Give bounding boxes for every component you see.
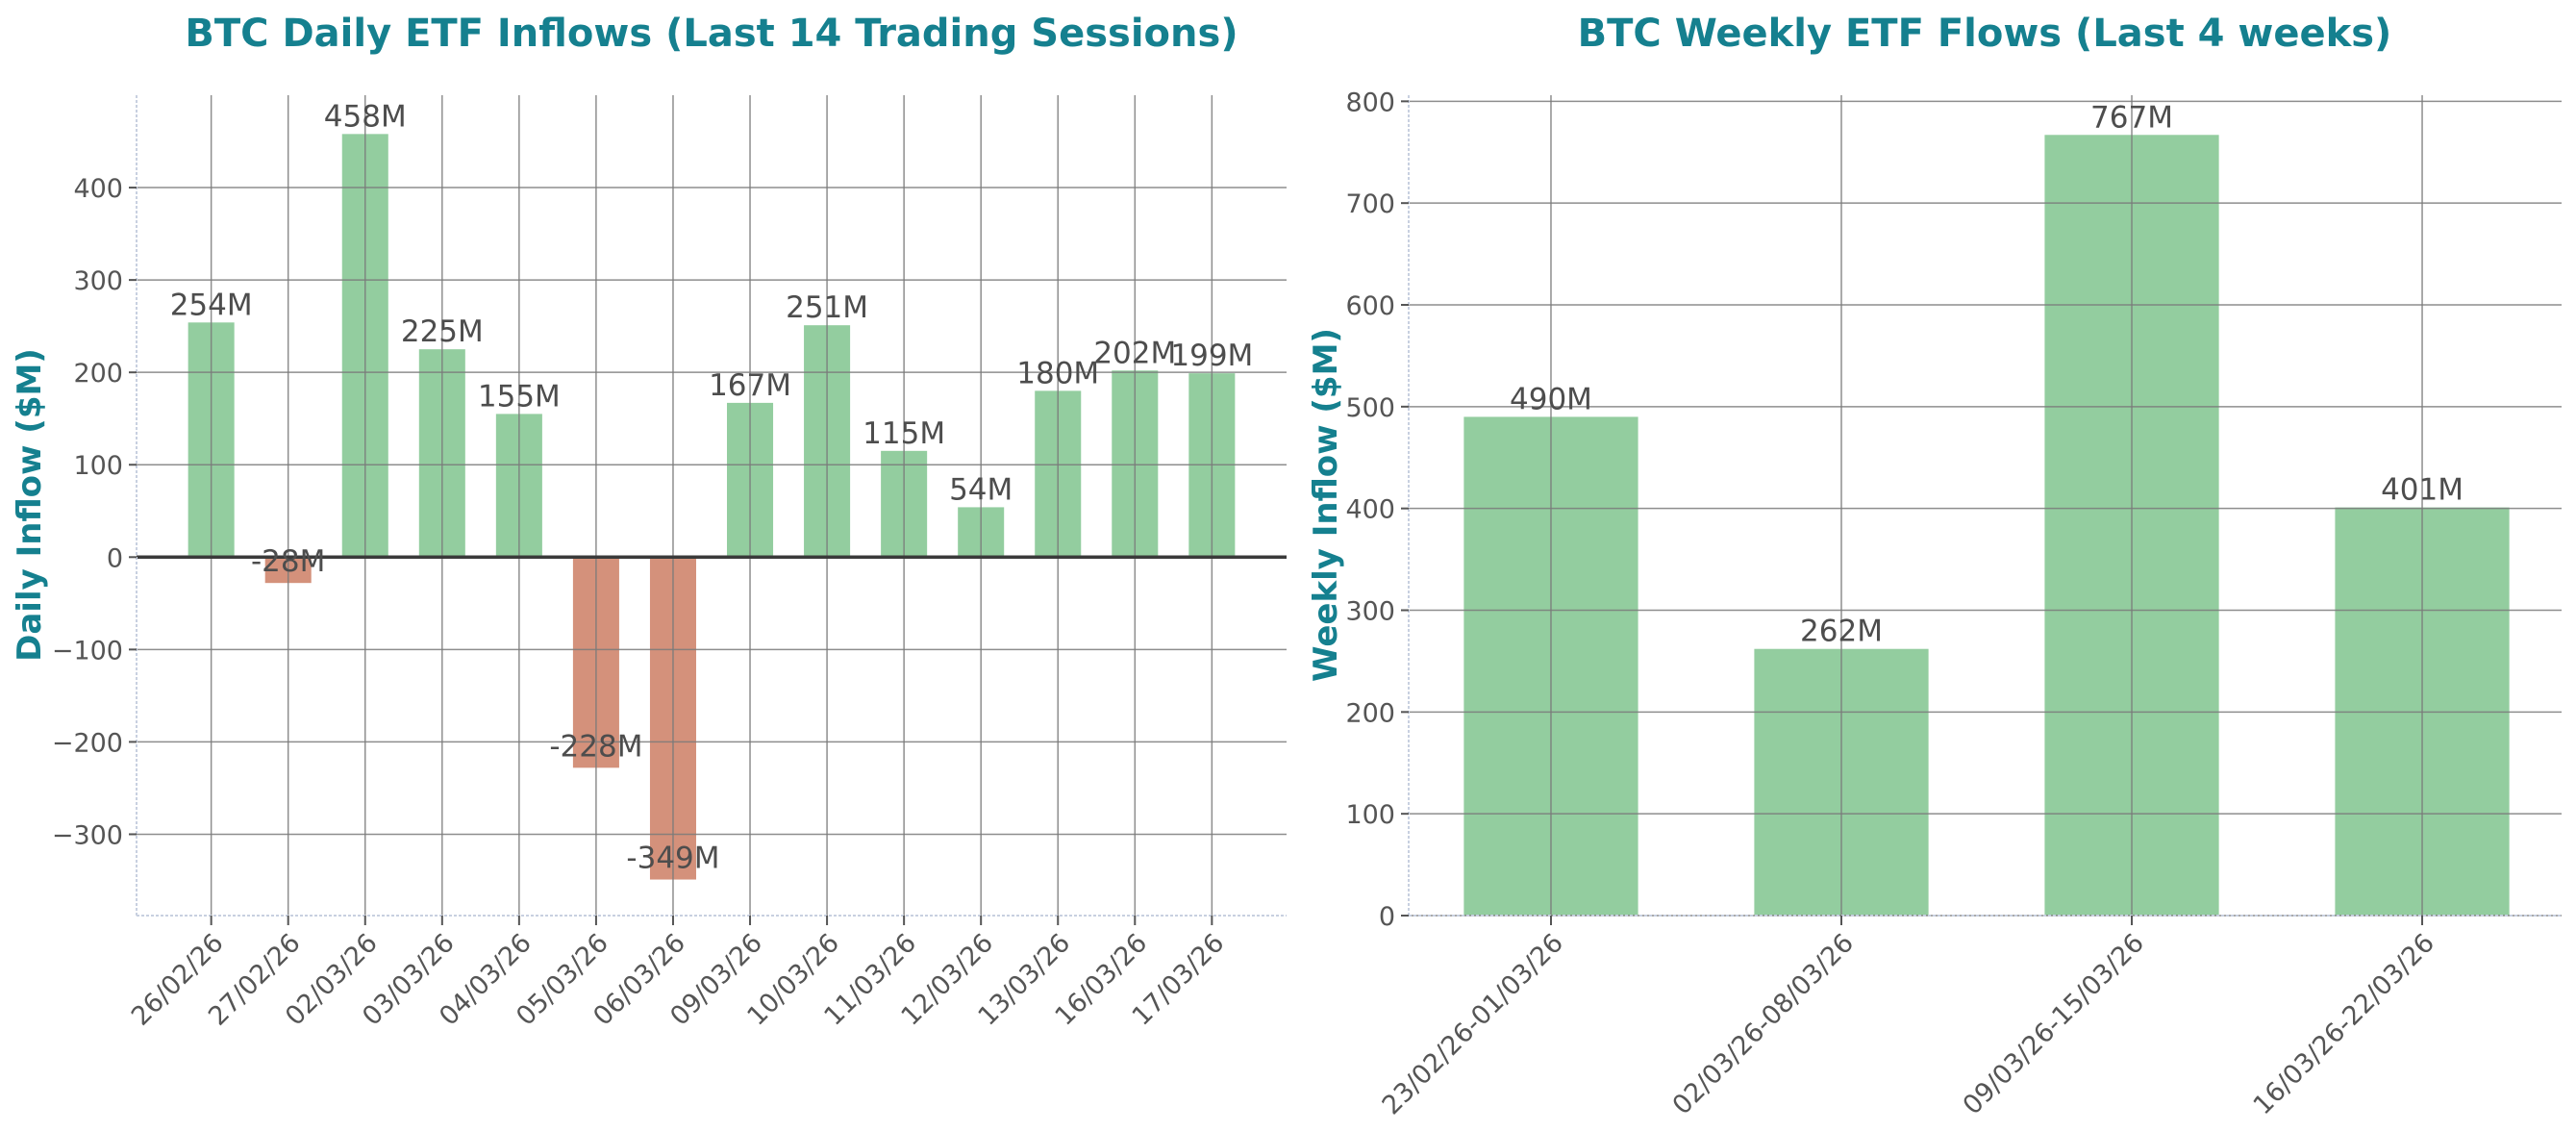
x-tick-label: 16/03/26-22/03/26: [2248, 928, 2440, 1120]
y-axis-label: Weekly Inflow ($M): [1307, 328, 1345, 682]
data-label: -349M: [626, 842, 719, 876]
data-label: 490M: [1510, 382, 1592, 416]
data-label: -228M: [549, 729, 642, 764]
y-tick-label: 400: [1345, 495, 1395, 525]
bars: [188, 134, 1236, 880]
data-label: 254M: [170, 288, 253, 322]
data-label: 202M: [1093, 336, 1176, 370]
data-label: 180M: [1016, 356, 1099, 390]
y-tick-label: 100: [1345, 800, 1395, 830]
data-label: 115M: [863, 416, 945, 451]
y-tick-label: 300: [73, 266, 123, 296]
weekly-flows-chart: BTC Weekly ETF Flows (Last 4 weeks) Week…: [1307, 12, 2562, 1120]
data-label: 401M: [2381, 473, 2463, 508]
data-label: 251M: [786, 290, 868, 325]
chart-title: BTC Daily ETF Inflows (Last 14 Trading S…: [185, 12, 1238, 56]
y-tick-label: 500: [1345, 393, 1395, 423]
x-tick-label: 23/02/26-01/03/26: [1377, 928, 1569, 1120]
x-tick-label: 02/03/26-08/03/26: [1667, 928, 1860, 1120]
y-tick-label: 200: [1345, 698, 1395, 728]
x-tick-label: 09/03/26-15/03/26: [1958, 928, 2150, 1120]
y-tick-label: 700: [1345, 189, 1395, 219]
y-tick-label: 600: [1345, 291, 1395, 321]
y-tick-label: 0: [1379, 902, 1395, 932]
y-tick-label: 200: [73, 359, 123, 389]
y-tick-label: −200: [52, 728, 123, 758]
bars: [1463, 135, 2510, 917]
y-tick-label: 300: [1345, 597, 1395, 627]
y-tick-label: −100: [52, 636, 123, 666]
y-tick-label: −300: [52, 820, 123, 850]
data-label: -28M: [251, 544, 325, 579]
y-tick-label: 800: [1345, 88, 1395, 117]
y-tick-label: 100: [73, 451, 123, 481]
data-label: 199M: [1170, 339, 1253, 373]
y-tick-label: 400: [73, 174, 123, 204]
y-axis-label: Daily Inflow ($M): [11, 348, 49, 662]
daily-inflows-chart: BTC Daily ETF Inflows (Last 14 Trading S…: [11, 12, 1287, 1032]
data-label: 167M: [709, 368, 791, 403]
data-label: 767M: [2090, 100, 2173, 135]
data-label: 54M: [949, 472, 1013, 507]
data-label: 458M: [324, 99, 407, 134]
chart-title: BTC Weekly ETF Flows (Last 4 weeks): [1578, 12, 2392, 56]
data-label: 225M: [401, 314, 484, 349]
grid: [1409, 95, 2562, 917]
y-tick-label: 0: [107, 543, 123, 573]
data-label: 155M: [478, 379, 561, 414]
data-label: 262M: [1800, 615, 1883, 649]
